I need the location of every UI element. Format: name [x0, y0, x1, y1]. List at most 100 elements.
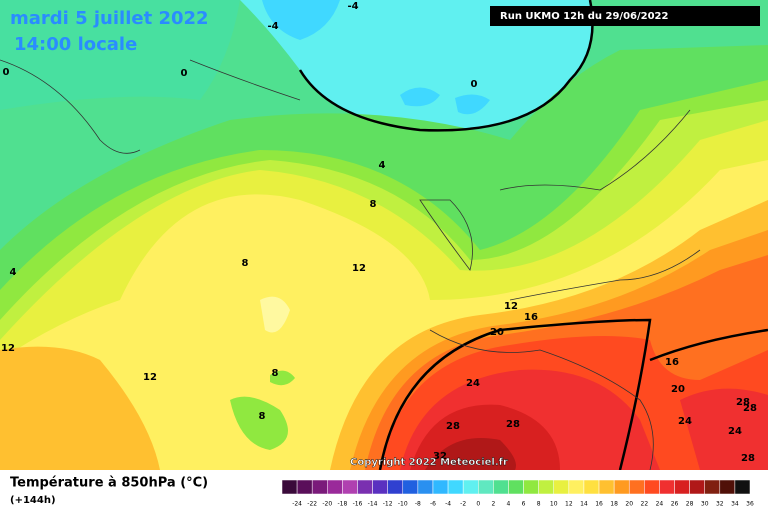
scale-swatch: [689, 479, 705, 495]
scale-swatch: [342, 479, 358, 495]
scale-swatch: [311, 479, 328, 495]
scale-swatch: [462, 479, 479, 495]
contour-label: 28: [506, 419, 520, 430]
contour-label: 4: [10, 267, 17, 278]
contour-lines: [298, 0, 768, 471]
scale-label: -24: [292, 501, 302, 508]
contour-label: 8: [370, 199, 377, 210]
contour-label: 24: [678, 416, 692, 427]
contour-label: 8: [272, 368, 279, 379]
contour-label: 16: [524, 312, 538, 323]
scale-label: 2: [491, 501, 495, 508]
scale-swatch: [613, 479, 630, 495]
scale-label: 36: [746, 501, 754, 508]
scale-swatch: [281, 479, 298, 495]
contour-label: 24: [728, 426, 742, 437]
scale-label: 6: [522, 501, 526, 508]
contour-label: -4: [267, 21, 278, 32]
scale-label: -6: [430, 501, 436, 508]
scale-label: -8: [415, 501, 421, 508]
contour-label: 28: [736, 397, 750, 408]
date-title: mardi 5 juillet 2022: [10, 8, 209, 29]
scale-label: 28: [686, 501, 694, 508]
contour-label: 20: [490, 327, 504, 338]
run-box: [490, 6, 760, 26]
scale-swatch: [417, 479, 434, 495]
scale-label: -16: [353, 501, 363, 508]
scale-swatch: [493, 479, 509, 495]
run-label: Run UKMO 12h du 29/06/2022: [500, 11, 669, 22]
scale-swatch: [583, 479, 600, 495]
scale-swatch: [719, 479, 736, 495]
contour-label: 32: [433, 451, 447, 462]
scale-swatch: [387, 479, 404, 495]
scale-swatch: [674, 479, 690, 495]
scale-swatch: [659, 479, 675, 495]
scale-label: 4: [507, 501, 511, 508]
scale-swatch: [447, 479, 464, 495]
scale-label: 18: [610, 501, 618, 508]
scale-swatch: [568, 479, 585, 495]
scale-swatch: [734, 479, 751, 495]
scale-label: 32: [716, 501, 724, 508]
scale-label: 26: [671, 501, 679, 508]
scale-label: -22: [307, 501, 317, 508]
scale-swatch: [432, 479, 449, 495]
scale-label: 30: [701, 501, 709, 508]
scale-label: 16: [595, 501, 603, 508]
scale-swatch: [523, 479, 539, 495]
contour-label: 24: [466, 378, 480, 389]
contour-label: 0: [181, 68, 188, 79]
scale-swatch: [538, 479, 554, 495]
scale-label: 34: [731, 501, 739, 508]
contour-label: 16: [665, 357, 679, 368]
scale-label: 8: [537, 501, 541, 508]
scale-label: -10: [398, 501, 408, 508]
contour-label: 12: [352, 263, 366, 274]
contour-label: 8: [259, 411, 266, 422]
scale-label: 22: [641, 501, 649, 508]
copyright: Copyright 2022 Meteociel.fr: [350, 457, 508, 468]
contour-label: 12: [504, 301, 518, 312]
scale-label: 0: [476, 501, 480, 508]
contour-label: 8: [242, 258, 249, 269]
contour-label: 0: [3, 67, 10, 78]
scale-label: 12: [565, 501, 573, 508]
contour-label: 28: [741, 453, 755, 464]
coastlines: [0, 59, 701, 471]
scale-label: 10: [550, 501, 558, 508]
contour-label: 12: [1, 343, 15, 354]
contour-label: 0: [471, 79, 478, 90]
scale-label: 20: [625, 501, 633, 508]
scale-label: -2: [460, 501, 466, 508]
map-fields: [0, 0, 768, 470]
scale-label: -18: [337, 501, 347, 508]
scale-label: -12: [383, 501, 393, 508]
scale-swatch: [357, 479, 373, 495]
contour-label: -4: [347, 1, 358, 12]
scale-swatch: [598, 479, 615, 495]
scale-label: -4: [445, 501, 451, 508]
contour-label: 28: [743, 403, 757, 414]
scale-swatch: [296, 479, 313, 495]
scale-swatch: [704, 479, 721, 495]
scale-label: -20: [322, 501, 332, 508]
scale-swatch: [644, 479, 660, 495]
scale-label: 24: [656, 501, 664, 508]
time-title: 14:00 locale: [14, 34, 137, 55]
legend-subtitle: (+144h): [10, 495, 56, 506]
color-scale: -24 -22 -20 -18 -16 -14 -12 -10 -8 -6 -4 -2 0 2 4 6 8 10 1…: [281, 479, 754, 508]
contour-label: 20: [671, 384, 685, 395]
scale-swatch: [327, 479, 343, 495]
scale-swatch: [402, 479, 419, 495]
scale-swatch: [372, 479, 388, 495]
legend-title: Température à 850hPa (°C): [10, 476, 208, 491]
scale-swatch: [478, 479, 494, 495]
contour-label: 4: [379, 160, 386, 171]
contour-label: 12: [143, 372, 157, 383]
scale-swatch: [628, 479, 645, 495]
scale-label: -14: [368, 501, 378, 508]
scale-swatch: [553, 479, 570, 495]
